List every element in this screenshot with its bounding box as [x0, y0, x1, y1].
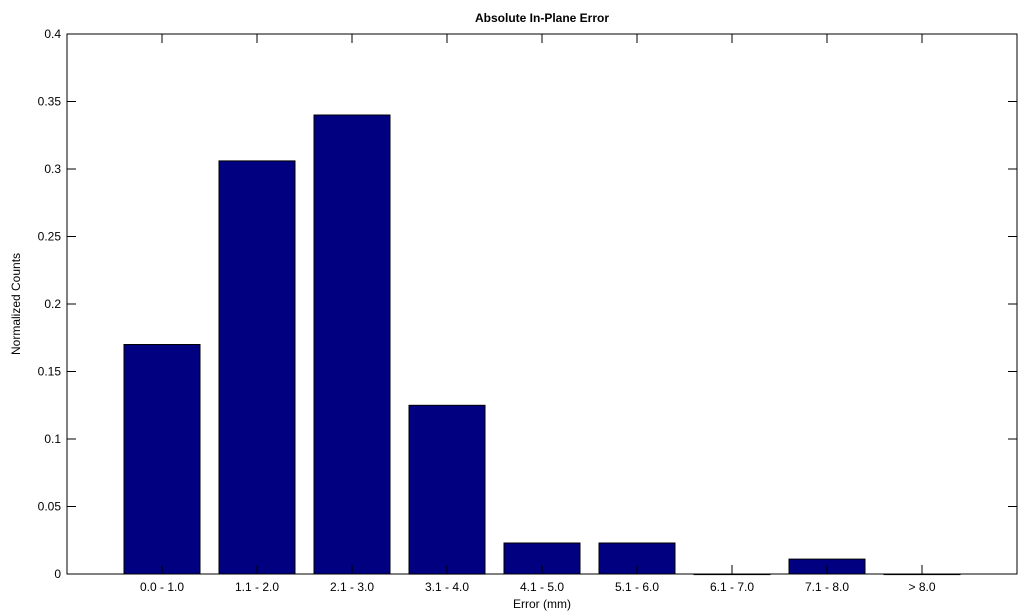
- x-tick-label: > 8.0: [908, 580, 935, 594]
- y-tick-label: 0.15: [38, 365, 62, 379]
- bar-7: [693, 573, 771, 576]
- x-tick-label: 2.1 - 3.0: [330, 580, 374, 594]
- x-tick-label: 4.1 - 5.0: [520, 580, 564, 594]
- x-axis-label: Error (mm): [513, 597, 571, 611]
- y-tick-label: 0.35: [38, 95, 62, 109]
- y-axis: 0 0.05 0.1 0.15 0.2 0.25 0.3 0.35 0.4: [38, 27, 1017, 581]
- bar-9: [883, 573, 961, 576]
- x-tick-label: 6.1 - 7.0: [710, 580, 754, 594]
- y-tick-label: 0.4: [44, 27, 61, 41]
- x-tick-label: 1.1 - 2.0: [235, 580, 279, 594]
- x-tick-label: 0.0 - 1.0: [140, 580, 184, 594]
- y-tick-label: 0: [54, 567, 61, 581]
- bar-4: [408, 404, 486, 575]
- plot-area: [66, 33, 1018, 575]
- chart-title: Absolute In-Plane Error: [475, 11, 609, 25]
- y-axis-label: Normalized Counts: [9, 253, 23, 355]
- x-tick-label: 7.1 - 8.0: [805, 580, 849, 594]
- x-axis: 0.0 - 1.0 1.1 - 2.0 2.1 - 3.0 3.1 - 4.0 4.1 …: [140, 34, 936, 594]
- y-tick-label: 0.2: [44, 297, 61, 311]
- bar-2: [218, 160, 296, 575]
- y-tick-label: 0.3: [44, 162, 61, 176]
- x-tick-label: 3.1 - 4.0: [425, 580, 469, 594]
- y-tick-label: 0.1: [44, 432, 61, 446]
- bars-group: [123, 114, 961, 576]
- y-tick-label: 0.05: [38, 500, 62, 514]
- bar-1: [123, 344, 201, 575]
- bar-3: [313, 114, 391, 575]
- x-tick-label: 5.1 - 6.0: [615, 580, 659, 594]
- y-tick-label: 0.25: [38, 230, 62, 244]
